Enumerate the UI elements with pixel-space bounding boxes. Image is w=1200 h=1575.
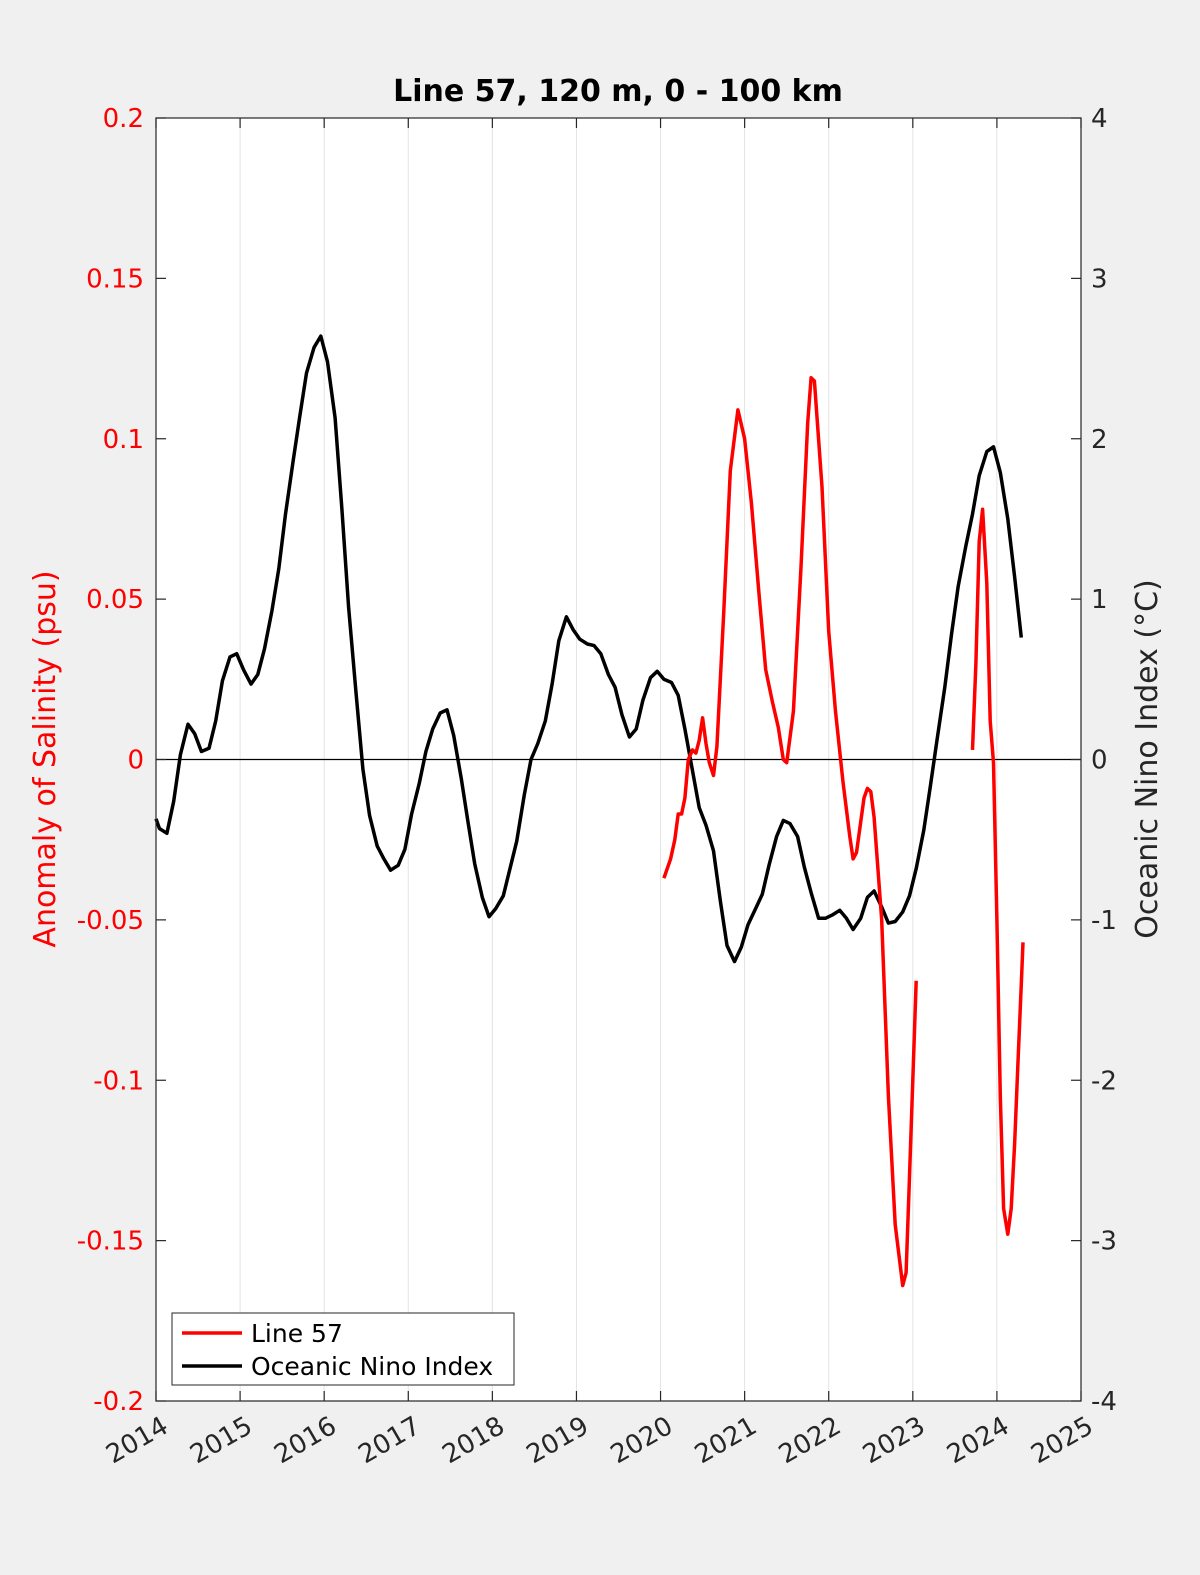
right-y-tick-label: -1 — [1091, 906, 1117, 936]
right-y-tick-label: 1 — [1091, 585, 1108, 615]
series-layer — [154, 334, 1025, 1288]
left-y-tick-label: -0.2 — [93, 1387, 144, 1417]
chart-title: Line 57, 120 m, 0 - 100 km — [393, 74, 843, 109]
left-y-tick-label: 0.15 — [86, 264, 144, 294]
right-y-axis-label: Oceanic Nino Index (°C) — [1130, 579, 1165, 939]
series-line-line-57-segment-1 — [662, 376, 918, 1288]
left-y-tick-label: 0.05 — [86, 585, 144, 615]
left-y-tick-label: 0.1 — [103, 425, 144, 455]
right-y-tick-label: 3 — [1091, 264, 1108, 294]
left-y-tick-label: 0.2 — [103, 104, 144, 134]
left-y-tick-label: -0.15 — [77, 1227, 144, 1257]
legend: Line 57 Oceanic Nino Index — [171, 1312, 515, 1386]
legend-label-line57: Line 57 — [251, 1319, 343, 1348]
series-line-line-57-segment-2 — [970, 507, 1025, 1236]
right-y-tick-label: 4 — [1091, 104, 1108, 134]
right-y-tick-label: 2 — [1091, 425, 1108, 455]
right-y-tick-label: -4 — [1091, 1387, 1117, 1417]
right-y-tick-label: -3 — [1091, 1227, 1117, 1257]
left-y-tick-label: 0 — [127, 746, 144, 776]
right-y-tick-label: -2 — [1091, 1066, 1117, 1096]
series-line-oceanic-nino-index-segment-1 — [154, 334, 1024, 964]
left-y-axis-label: Anomaly of Salinity (psu) — [28, 570, 63, 947]
left-y-tick-label: -0.1 — [93, 1066, 144, 1096]
legend-label-oni: Oceanic Nino Index — [251, 1352, 493, 1381]
left-y-axis: 0.2 0.15 0.1 0.05 0 -0.05 -0.1 -0.15 -0.2 — [77, 104, 166, 1417]
right-y-axis: 4 3 2 1 0 -1 -2 -3 -4 — [1071, 104, 1117, 1417]
left-y-tick-label: -0.05 — [77, 906, 144, 936]
legend-box — [171, 1312, 515, 1386]
right-y-tick-label: 0 — [1091, 746, 1108, 776]
